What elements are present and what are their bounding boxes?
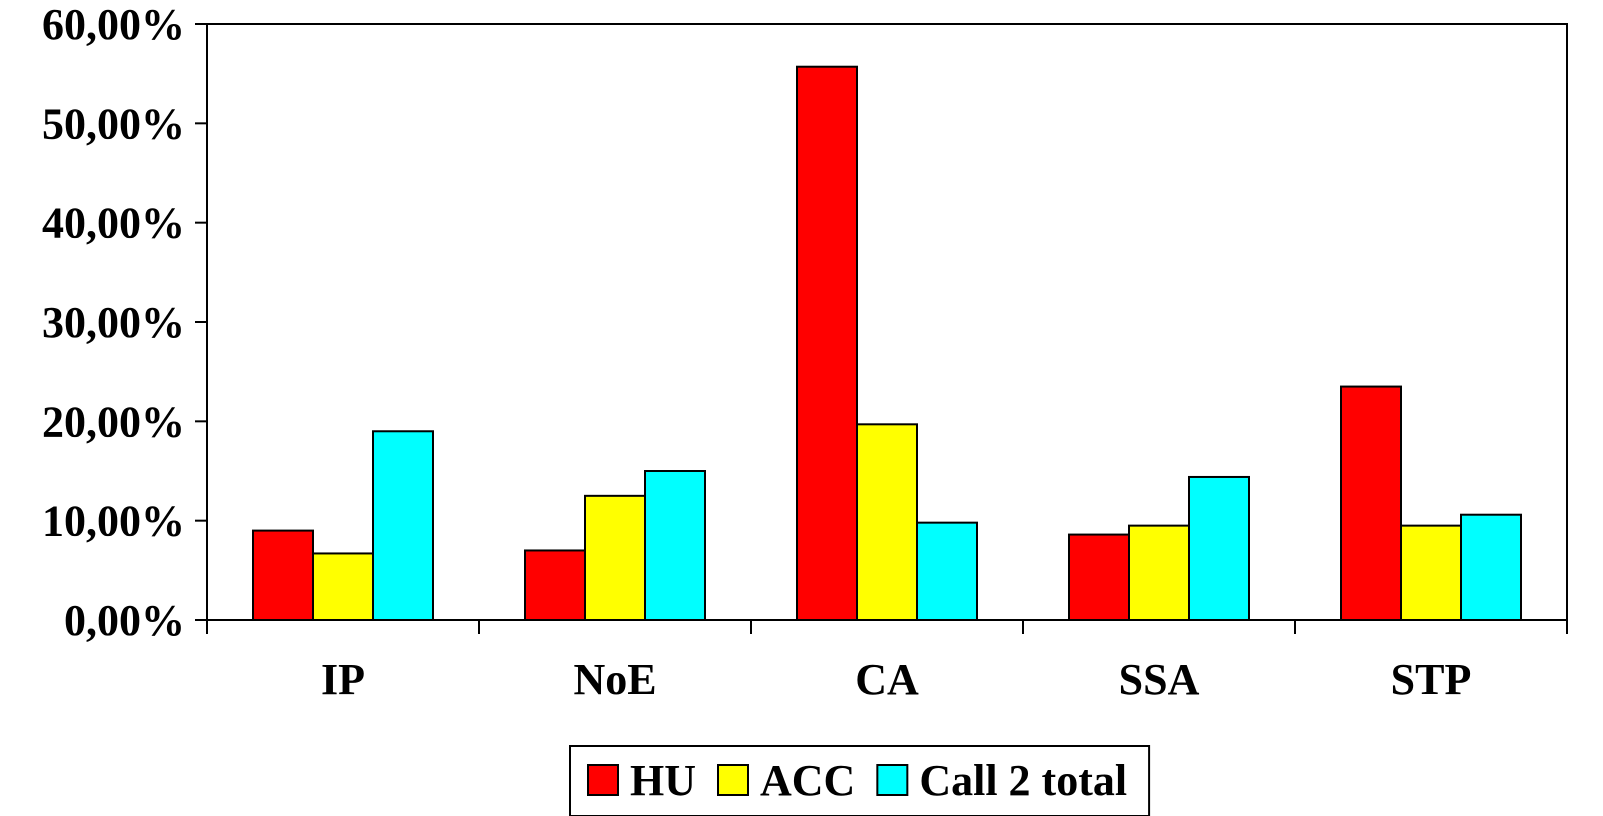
bar-ca-call-2-total <box>916 521 978 621</box>
x-category-label: SSA <box>1119 655 1200 704</box>
y-tick-label: 10,00% <box>42 497 185 546</box>
bar-stp-acc <box>1400 524 1462 622</box>
legend-swatch-call-2-total <box>876 764 909 796</box>
legend-label: HU <box>630 756 696 805</box>
y-tick-label: 50,00% <box>42 99 185 148</box>
x-category-label: NoE <box>573 655 656 704</box>
bar-ip-acc <box>312 552 374 621</box>
x-category-label: CA <box>855 655 919 704</box>
bar-stp-call-2-total <box>1460 513 1522 621</box>
bar-noe-call-2-total <box>644 470 706 621</box>
x-axis: IP NoE CA SSA STP <box>206 619 1568 704</box>
y-tick-label: 20,00% <box>42 397 185 446</box>
y-tick-label: 40,00% <box>42 199 185 248</box>
legend-label: ACC <box>760 756 855 805</box>
legend-label: Call 2 total <box>919 756 1127 805</box>
bar-ssa-acc <box>1128 524 1190 622</box>
bar-noe-acc <box>584 494 646 622</box>
x-category-label: STP <box>1391 655 1472 704</box>
bar-ssa-call-2-total <box>1188 475 1250 621</box>
bar-ip-hu <box>252 529 314 621</box>
bar-ca-hu <box>796 65 858 622</box>
x-category-label: IP <box>321 655 365 704</box>
bar-series-group <box>252 65 1522 622</box>
bar-noe-hu <box>524 549 586 622</box>
bar-ssa-hu <box>1068 533 1130 621</box>
legend-swatch-acc <box>717 764 749 796</box>
legend-box <box>569 745 1151 816</box>
bar-ca-acc <box>856 423 918 621</box>
y-axis: 0,00% 10,00% 20,00% 30,00% 40,00% 50,00% 60,00… <box>42 0 208 645</box>
y-tick-label: 60,00% <box>42 0 185 49</box>
bar-stp-hu <box>1340 385 1402 622</box>
legend: HU ACC Call 2 total <box>569 745 1151 816</box>
y-tick-label: 30,00% <box>42 298 185 347</box>
y-tick-label: 0,00% <box>64 596 185 645</box>
bar-ip-call-2-total <box>372 430 434 621</box>
legend-swatch-hu <box>587 764 619 796</box>
